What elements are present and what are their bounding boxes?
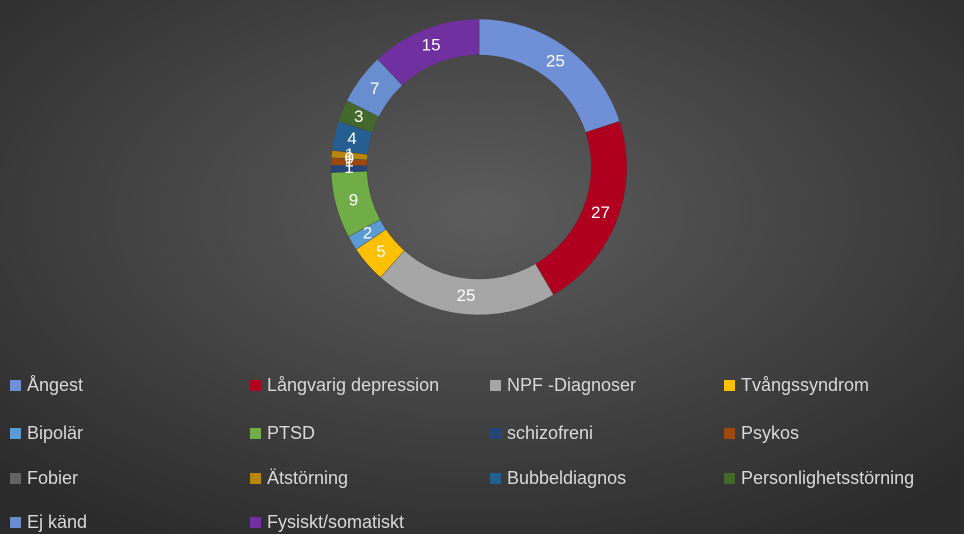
legend-label: Tvångssyndrom	[741, 375, 869, 395]
data-label: 2	[363, 223, 372, 242]
legend-label: Långvarig depression	[267, 375, 439, 395]
data-label: 5	[376, 242, 385, 261]
data-label: 1	[345, 145, 354, 164]
legend-label: PTSD	[267, 423, 315, 443]
legend-swatch	[250, 517, 261, 528]
legend-swatch	[10, 380, 21, 391]
legend-label: schizofreni	[507, 423, 593, 443]
legend-swatch	[490, 380, 501, 391]
data-label: 4	[347, 129, 356, 148]
legend-swatch	[10, 517, 21, 528]
data-label: 1	[344, 158, 353, 177]
legend-swatch	[490, 473, 501, 484]
legend-swatch	[250, 428, 261, 439]
data-label: 7	[370, 79, 379, 98]
legend-label: Psykos	[741, 423, 799, 443]
legend-swatch	[10, 428, 21, 439]
legend-label: Fobier	[27, 468, 78, 488]
legend-label: Fysiskt/somatiskt	[267, 512, 404, 532]
legend-swatch	[724, 428, 735, 439]
legend-label: Bipolär	[27, 423, 83, 443]
legend-swatch	[250, 380, 261, 391]
data-label: 25	[546, 51, 565, 70]
legend-label: Personlighetsstörning	[741, 468, 914, 488]
data-label: 1	[344, 152, 353, 171]
slice	[377, 18, 480, 86]
data-label: 25	[456, 286, 475, 305]
legend-swatch	[10, 473, 21, 484]
legend-swatch	[724, 473, 735, 484]
data-label: 15	[422, 36, 441, 55]
legend-label: Bubbeldiagnos	[507, 468, 626, 488]
legend-label: Ej känd	[27, 512, 87, 532]
data-label: 27	[591, 203, 610, 222]
legend-label: Ätstörning	[267, 468, 348, 488]
legend-swatch	[490, 428, 501, 439]
data-label: 0	[345, 148, 354, 167]
data-label: 3	[354, 107, 363, 126]
legend-swatch	[724, 380, 735, 391]
legend-swatch	[250, 473, 261, 484]
legend-label: NPF -Diagnoser	[507, 375, 636, 395]
data-label: 9	[349, 190, 358, 209]
legend-label: Ångest	[27, 375, 83, 395]
